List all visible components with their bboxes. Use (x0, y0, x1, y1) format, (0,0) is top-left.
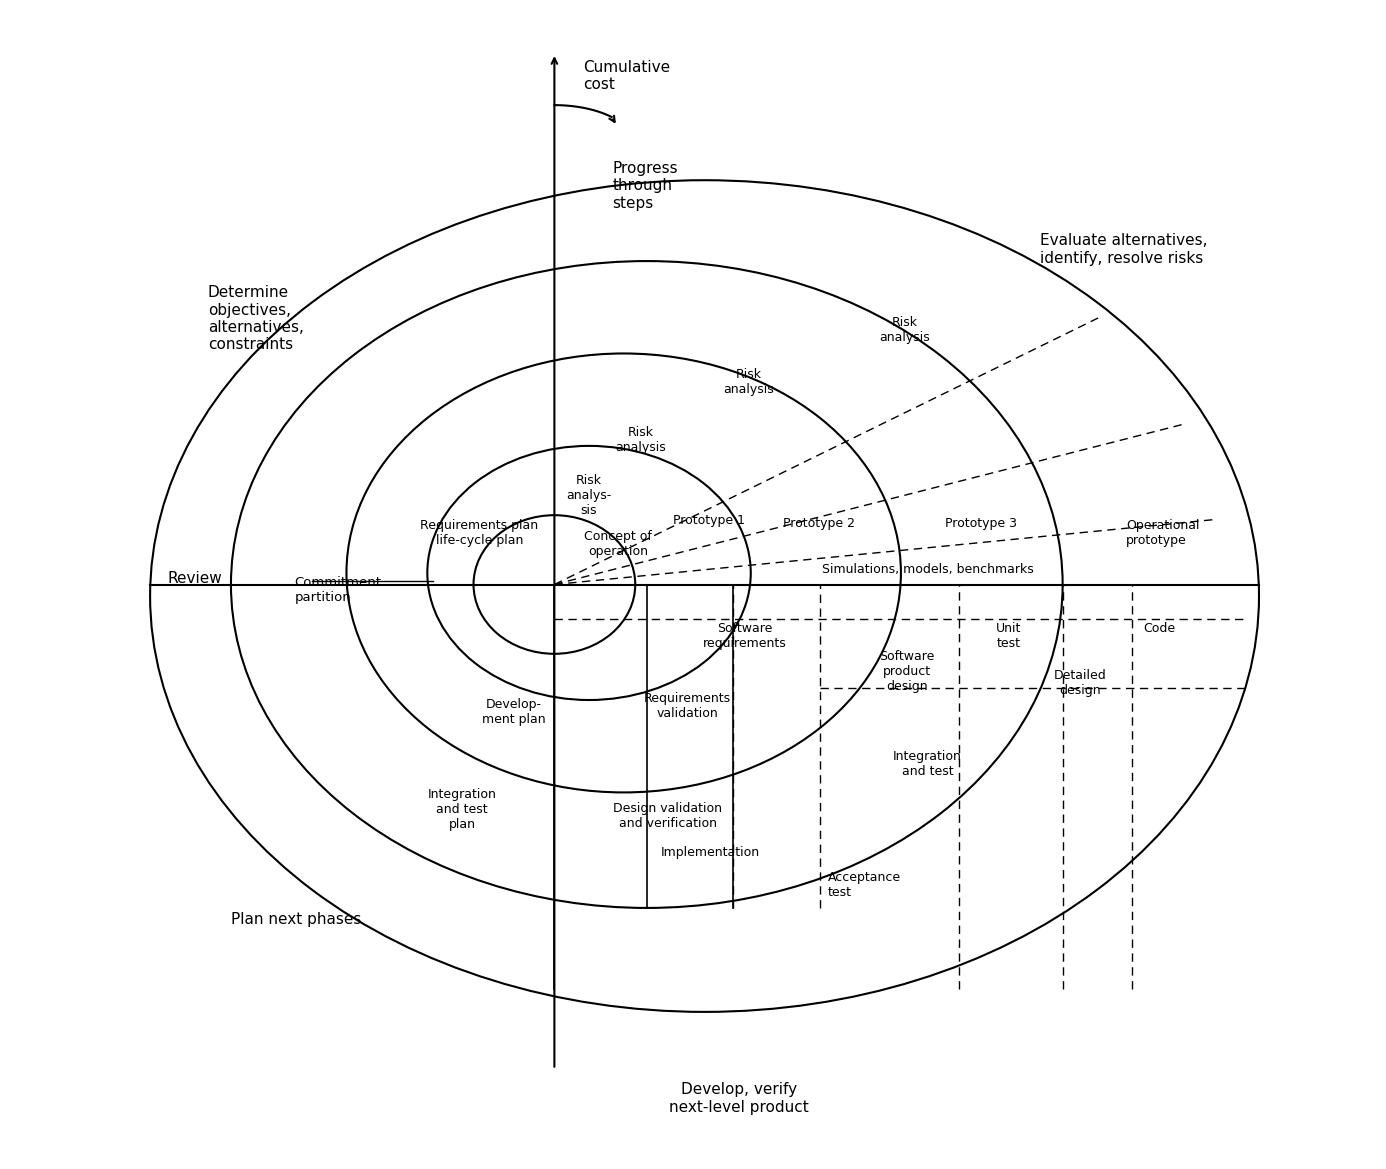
Text: Integration
and test: Integration and test (893, 749, 962, 777)
Text: Acceptance
test: Acceptance test (829, 871, 901, 899)
Text: Software
requirements: Software requirements (703, 622, 787, 650)
Text: Develop, verify
next-level product: Develop, verify next-level product (669, 1082, 809, 1115)
Text: Evaluate alternatives,
identify, resolve risks: Evaluate alternatives, identify, resolve… (1040, 234, 1207, 265)
Text: Risk
analysis: Risk analysis (723, 368, 773, 396)
Text: Prototype 3: Prototype 3 (945, 517, 1017, 530)
Text: Unit
test: Unit test (995, 622, 1021, 650)
Text: Plan next phases: Plan next phases (231, 912, 362, 927)
Text: Cumulative
cost: Cumulative cost (584, 60, 671, 92)
Text: Prototype 1: Prototype 1 (674, 514, 746, 527)
Text: Simulations, models, benchmarks: Simulations, models, benchmarks (822, 563, 1034, 576)
Text: Risk
analysis: Risk analysis (879, 317, 930, 345)
Text: Implementation: Implementation (661, 846, 760, 859)
Text: Integration
and test
plan: Integration and test plan (427, 788, 496, 831)
Text: Design validation
and verification: Design validation and verification (613, 802, 722, 830)
Text: Progress
through
steps: Progress through steps (613, 161, 678, 210)
Text: Requirements plan
life-cycle plan: Requirements plan life-cycle plan (420, 519, 538, 547)
Text: Requirements
validation: Requirements validation (643, 692, 730, 720)
Text: Develop-
ment plan: Develop- ment plan (482, 698, 546, 726)
Text: Code: Code (1143, 622, 1175, 635)
Text: Risk
analysis: Risk analysis (615, 427, 667, 454)
Text: Operational
prototype: Operational prototype (1127, 519, 1200, 547)
Text: Detailed
design: Detailed design (1053, 669, 1106, 697)
Text: Commitment
partition: Commitment partition (294, 576, 381, 604)
Text: Software
product
design: Software product design (879, 650, 934, 693)
Text: Risk
analys-
sis: Risk analys- sis (567, 475, 611, 517)
Text: Determine
objectives,
alternatives,
constraints: Determine objectives, alternatives, cons… (208, 285, 304, 352)
Text: Prototype 2: Prototype 2 (783, 517, 855, 530)
Text: Concept of
operation: Concept of operation (584, 530, 651, 558)
Text: Review: Review (168, 572, 222, 586)
